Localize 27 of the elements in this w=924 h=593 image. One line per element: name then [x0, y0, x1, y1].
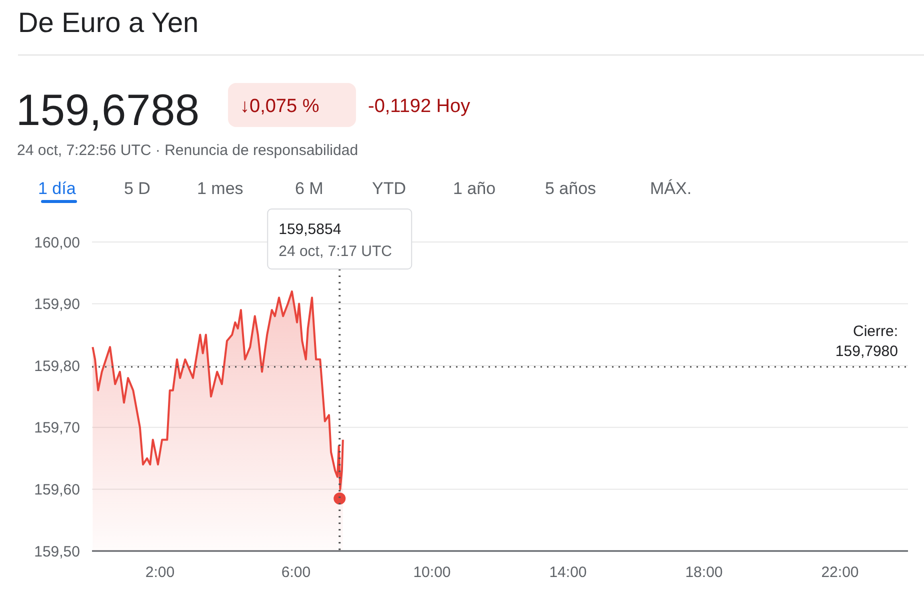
- y-tick-label: 160,00: [34, 234, 80, 252]
- y-tick-label: 159,90: [34, 296, 80, 314]
- text: MÁX.: [650, 179, 692, 198]
- text: 1 mes: [197, 179, 244, 198]
- y-tick-label: 159,60: [34, 481, 80, 498]
- text: -0,1192 Hoy: [368, 96, 471, 117]
- text: 159,6788: [16, 86, 200, 135]
- x-tick-label: 10:00: [413, 564, 451, 581]
- text: YTD: [372, 179, 406, 198]
- ref-line-label: Cierre: 159,7980: [835, 322, 898, 360]
- text: ↓0,075 %: [240, 96, 320, 117]
- x-tick-label: 18:00: [685, 564, 723, 581]
- annotation: 159,5854 24 oct, 7:17 UTC: [278, 221, 392, 260]
- chart-subtitle: 24 oct, 7:22:56 UTC · Renuncia de responsabilidad: [17, 142, 358, 159]
- x-tick-label: 2:00: [145, 564, 175, 581]
- text: 5 D: [124, 179, 150, 198]
- x-tick-label: 6:00: [281, 564, 311, 581]
- y-tick-label: 159,80: [34, 358, 80, 375]
- x-tick-label: 22:00: [821, 564, 859, 581]
- text: 5 años: [545, 179, 596, 198]
- text: 6 M: [295, 179, 324, 198]
- text: 1 año: [453, 179, 496, 198]
- y-tick-label: 159,50: [34, 543, 80, 560]
- x-tick-label: 14:00: [549, 564, 587, 581]
- text: 1 día: [38, 179, 76, 198]
- y-tick-label: 159,70: [34, 420, 80, 437]
- chart-title: De Euro a Yen: [18, 7, 199, 38]
